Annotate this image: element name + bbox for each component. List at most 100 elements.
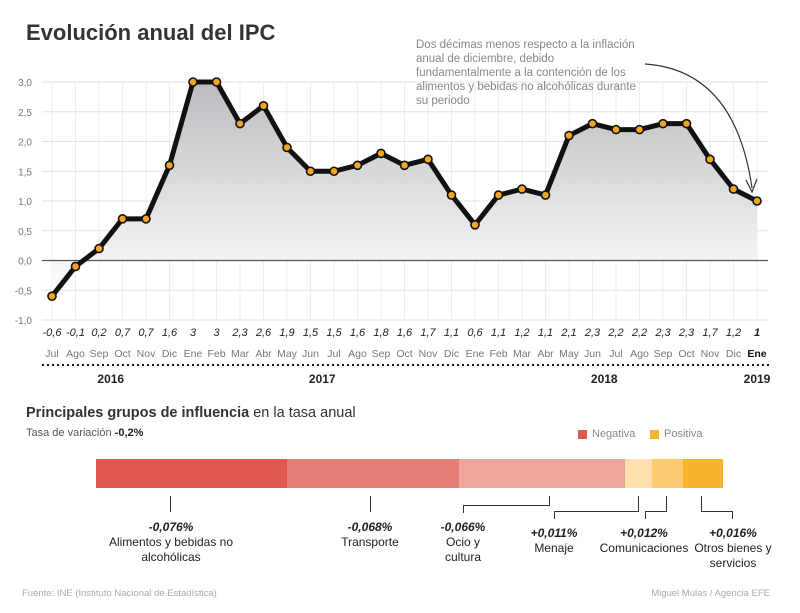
value-label: 0,7 [138,327,154,339]
data-point [611,124,621,135]
y-tick-labels: 3,0 2,5 2,0 1,5 1,0 0,5 0,0 -0,5 -1,0 [15,78,33,327]
group-label-ocio: -0,066% Ocio y cultura [430,520,496,565]
month-label: Ago [630,348,649,360]
value-label: 2,6 [255,327,272,339]
y-tick-label: 3,0 [18,78,32,89]
value-label: -0,1 [66,327,85,339]
value-label: 1,1 [538,327,553,339]
value-label: 1,5 [326,327,342,339]
data-point [141,214,151,224]
y-tick-label: 0,0 [18,257,32,268]
chart-annotation: Dos décimas menos respecto a la inflació… [416,39,636,107]
value-label: 3 [190,327,197,339]
value-labels: -0,6 -0,1 0,2 0,7 0,7 1,6 3 3 2,3 2,6 1,9 1,5 1,5 1,6… [43,327,761,339]
month-label: Oct [678,348,694,360]
footer-credit: Miguel Mulas / Agencia EFE [651,588,770,599]
month-label: Jul [327,348,340,360]
value-label: 1,5 [303,327,319,339]
month-label: Jul [609,348,622,360]
data-point [470,220,480,230]
legend-positive-swatch [650,429,659,439]
connector-otros-h [701,511,733,512]
data-point [728,184,739,194]
group-value: +0,016% [709,526,757,540]
data-point [446,190,457,200]
group-value: +0,011% [530,526,578,540]
group-name: Ocio y cultura [444,535,482,564]
month-label: Nov [419,348,438,360]
value-label: 1,8 [373,327,389,339]
value-label: 1,1 [491,327,506,339]
month-label: Ene [747,348,766,360]
value-label: 2,3 [231,327,248,339]
month-label: Dic [162,348,177,360]
group-name: Comunicaciones [599,541,689,555]
month-label: Feb [207,348,225,360]
month-label: Ago [348,348,367,360]
month-label: Mar [231,348,250,360]
legend-positive: Positiva [650,428,703,440]
influence-title: Principales grupos de influencia en la t… [26,405,356,421]
value-label: -0,6 [43,327,63,339]
legend-negative: Negativa [578,428,635,440]
influence-bar [96,459,723,488]
value-label: 0,2 [91,327,106,339]
influence-title-rest: en la tasa anual [249,405,356,421]
month-label: Abr [537,348,554,360]
month-labels: Jul Ago Sep Oct Nov Dic Ene Feb Mar Abr May Jun Jul A… [45,348,767,360]
influence-subtitle: Tasa de variación -0,2% [26,427,143,439]
data-point [117,214,128,224]
group-value: -0,068% [347,520,393,534]
group-value: +0,012% [620,526,668,540]
month-label: Ene [184,348,203,360]
year-labels: 2016 2017 2018 2019 [42,364,771,386]
value-label: 1,1 [444,327,459,339]
data-point [282,142,292,153]
group-label-transporte: -0,068% Transporte [320,520,420,550]
month-label: Sep [372,348,391,360]
group-value: -0,066% [440,520,486,534]
group-label-comunicaciones: +0,012% Comunicaciones [594,526,694,556]
area-path [52,82,757,297]
month-label: Nov [137,348,156,360]
month-label: Dic [726,348,741,360]
value-label: 2,3 [678,327,695,339]
group-label-otros: +0,016% Otros bienes y servicios [690,526,776,571]
month-label: Oct [396,348,412,360]
influence-segment [96,459,288,488]
y-tick-label: 0,5 [18,227,32,238]
value-label: 2,2 [607,327,623,339]
y-tick-label: 1,0 [18,197,32,208]
value-label: 2,1 [560,327,576,339]
group-label-menaje: +0,011% Menaje [520,526,588,556]
value-label: 1,6 [397,327,413,339]
data-point [329,166,339,177]
month-label: Sep [654,348,673,360]
data-point [681,118,692,129]
data-point [540,190,551,200]
connector-alimentos [170,496,171,512]
influence-segment [652,459,683,488]
data-point [705,154,715,165]
month-label: Jun [584,348,601,360]
value-label: 1,9 [279,327,294,339]
value-label: 1,2 [726,327,741,339]
month-label: Jul [45,348,58,360]
legend-positive-label: Positiva [664,428,703,440]
data-point [564,130,574,141]
year-label: 2016 [97,372,124,386]
value-label: 0,6 [467,327,483,339]
data-point [94,243,104,254]
data-point [258,101,269,111]
month-label: Oct [114,348,130,360]
line-chart: -0,6 -0,1 0,2 0,7 0,7 1,6 3 3 2,3 2,6 1,9 1,5 1,5 1,6… [15,63,771,386]
value-label: 0,7 [115,327,131,339]
month-label: Sep [90,348,109,360]
value-label: 2,2 [631,327,647,339]
data-point [188,77,198,87]
chart-title: Evolución anual del IPC [26,20,276,45]
month-label: Ago [66,348,85,360]
data-point [658,118,668,129]
year-label: 2019 [744,372,771,386]
connector-ocio-v [549,496,550,505]
